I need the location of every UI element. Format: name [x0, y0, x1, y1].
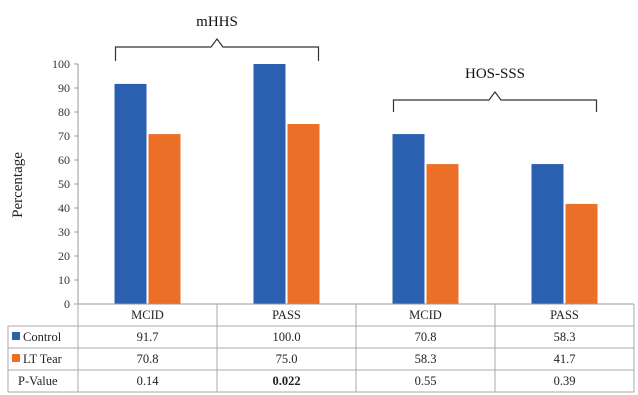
- table-cell: 0.022: [272, 374, 300, 388]
- bar-control: [253, 64, 286, 304]
- brackets: mHHS HOS-SSS: [114, 14, 598, 112]
- bar-lt-tear: [426, 164, 459, 304]
- y-tick-label: 80: [58, 105, 70, 119]
- y-tick-label: 20: [58, 249, 70, 263]
- y-axis-ticks: 0 10 20 30 40 50 60 70 80 90 100: [52, 57, 78, 311]
- table-cell: 100.0: [272, 330, 300, 344]
- annotation-bracket: [392, 91, 598, 112]
- table-row-label: Control: [23, 330, 62, 344]
- bar-lt-tear: [148, 134, 181, 304]
- bar-lt-tear: [565, 203, 598, 304]
- y-tick-label: 70: [58, 129, 70, 143]
- table-cell: 0.14: [137, 374, 160, 388]
- y-tick-label: 50: [58, 177, 70, 191]
- table-row-label: LT Tear: [23, 352, 63, 366]
- category-label: MCID: [131, 308, 164, 322]
- category-label: PASS: [550, 308, 579, 322]
- table-cell: 58.3: [415, 352, 437, 366]
- bar-control: [114, 83, 147, 304]
- category-label: PASS: [272, 308, 301, 322]
- y-tick-label: 0: [64, 297, 70, 311]
- table-row-label: P-Value: [18, 374, 58, 388]
- y-axis-label: Percentage: [10, 152, 26, 218]
- y-tick-label: 10: [58, 273, 70, 287]
- table-cell: 75.0: [276, 352, 298, 366]
- bar-control: [392, 134, 425, 304]
- legend-swatch: [12, 332, 20, 340]
- annotation-label: HOS-SSS: [465, 66, 525, 82]
- y-tick-label: 30: [58, 225, 70, 239]
- bars: [114, 64, 598, 304]
- category-label: MCID: [409, 308, 442, 322]
- data-table: MCID PASS MCID PASS Control 91.7 100.0 70.8 58.3…: [7, 304, 635, 393]
- bar-control: [531, 164, 564, 304]
- table-cell: 70.8: [137, 352, 159, 366]
- table-cell: 70.8: [415, 330, 437, 344]
- y-tick-label: 100: [52, 57, 70, 71]
- y-tick-label: 60: [58, 153, 70, 167]
- annotation-label: mHHS: [196, 14, 238, 30]
- annotation-bracket: [114, 38, 320, 61]
- table-cell: 0.39: [554, 374, 576, 388]
- table-cell: 0.55: [415, 374, 437, 388]
- table-cell: 91.7: [137, 330, 159, 344]
- y-tick-label: 40: [58, 201, 70, 215]
- bar-lt-tear: [287, 124, 320, 304]
- table-cell: 41.7: [554, 352, 576, 366]
- legend-swatch: [12, 354, 20, 362]
- table-cell: 58.3: [554, 330, 576, 344]
- y-tick-label: 90: [58, 81, 70, 95]
